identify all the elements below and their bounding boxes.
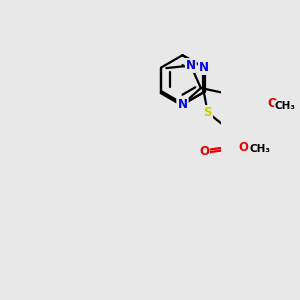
Text: CH₃: CH₃ xyxy=(249,144,270,154)
Text: O: O xyxy=(199,145,209,158)
Text: S: S xyxy=(203,106,212,119)
Text: N: N xyxy=(178,98,188,111)
Text: O: O xyxy=(267,97,277,110)
Text: CH₃: CH₃ xyxy=(275,101,296,111)
Text: N: N xyxy=(186,59,196,72)
Text: O: O xyxy=(238,141,248,154)
Text: N: N xyxy=(178,98,188,111)
Text: N: N xyxy=(199,61,209,74)
